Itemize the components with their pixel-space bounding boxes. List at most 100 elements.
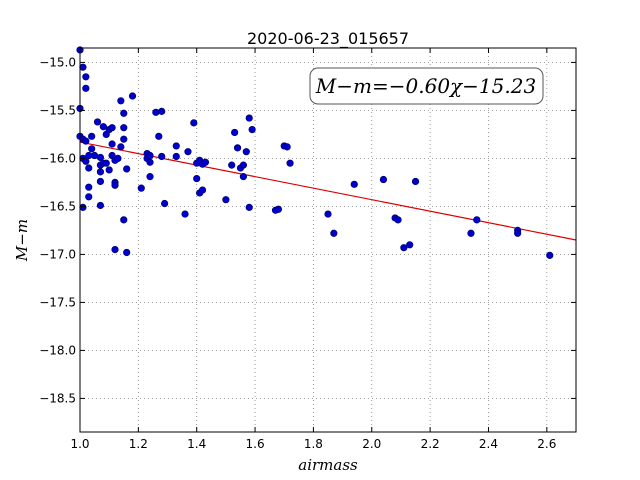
data-point <box>239 161 247 169</box>
data-point <box>231 128 239 137</box>
data-point <box>111 246 119 254</box>
x-tick-label: 1.2 <box>129 437 148 451</box>
x-tick-label: 2.0 <box>362 437 381 451</box>
data-point <box>152 108 160 116</box>
annotation-text: M−m=−0.60χ−15.23 <box>315 74 536 98</box>
fit-annotation: M−m=−0.60χ−15.23 <box>309 67 544 105</box>
data-point <box>108 124 116 132</box>
y-tick-label: −15.0 <box>39 55 76 69</box>
data-point <box>172 142 180 150</box>
data-point <box>467 229 475 237</box>
data-point <box>158 107 166 115</box>
data-point <box>117 97 125 105</box>
data-point <box>123 165 131 173</box>
data-point <box>190 119 198 127</box>
data-point <box>158 152 166 161</box>
y-axis-label: M−m <box>13 219 31 262</box>
data-point <box>79 203 87 211</box>
y-tick-label: −17.0 <box>39 247 76 261</box>
data-point <box>111 181 119 189</box>
data-point <box>128 92 137 100</box>
data-point <box>184 148 192 156</box>
x-tick-label: 2.6 <box>537 437 556 451</box>
data-point <box>96 153 105 162</box>
data-point <box>330 229 338 237</box>
data-point <box>146 173 154 181</box>
data-point <box>117 143 125 151</box>
data-point <box>85 193 93 201</box>
data-point <box>120 216 128 224</box>
data-point <box>248 126 256 134</box>
x-tick-label: 1.0 <box>70 437 89 451</box>
data-point <box>96 168 105 176</box>
y-tick-label: −15.5 <box>39 103 76 117</box>
data-point <box>82 137 90 145</box>
data-point <box>324 210 332 218</box>
data-point <box>245 114 253 122</box>
data-point <box>85 183 93 191</box>
data-point <box>283 143 291 151</box>
data-point <box>473 216 481 224</box>
y-tick-label: −18.5 <box>39 391 76 405</box>
x-axis: 1.0 1.2 1.4 1.6 1.8 2.0 2.2 2.4 2.6 <box>70 48 556 451</box>
data-point <box>193 174 201 183</box>
data-point <box>411 177 420 186</box>
chart-title: 2020-06-23_015657 <box>247 29 409 49</box>
data-point <box>120 124 128 132</box>
data-point <box>181 210 189 218</box>
data-point <box>146 158 154 166</box>
x-tick-label: 2.2 <box>421 437 440 451</box>
x-tick-label: 2.4 <box>479 437 498 451</box>
data-point <box>201 158 210 166</box>
data-point <box>155 132 163 140</box>
data-point <box>108 140 116 148</box>
data-point <box>88 132 96 140</box>
data-point <box>146 151 154 160</box>
data-point <box>228 161 236 169</box>
data-point <box>394 216 402 224</box>
data-point <box>85 164 93 172</box>
data-point <box>239 173 247 181</box>
data-point <box>93 118 102 126</box>
data-point <box>379 175 388 184</box>
x-axis-label: airmass <box>298 456 358 474</box>
data-point <box>105 166 113 174</box>
data-point <box>99 123 107 131</box>
data-point <box>350 180 358 188</box>
data-point <box>123 248 131 257</box>
x-tick-label: 1.4 <box>187 437 206 451</box>
data-point <box>242 148 250 156</box>
data-point <box>198 186 207 194</box>
data-point <box>114 154 122 162</box>
data-point <box>79 63 87 71</box>
y-axis: −15.0 −15.5 −16.0 −16.5 −17.0 −17.5 −18.0 −18.5 <box>39 55 576 405</box>
data-point <box>120 135 128 143</box>
data-point <box>82 84 90 92</box>
data-point <box>400 244 408 252</box>
data-point <box>137 184 145 192</box>
data-point <box>88 145 96 153</box>
y-tick-label: −16.5 <box>39 199 76 213</box>
data-point <box>245 203 253 211</box>
data-point <box>96 177 105 186</box>
data-point <box>274 205 283 213</box>
annotation-box <box>309 67 544 105</box>
data-point <box>222 196 230 204</box>
y-tick-label: −18.0 <box>39 343 76 357</box>
data-point <box>96 201 105 210</box>
data-point <box>82 73 90 81</box>
data-point <box>514 229 522 237</box>
scatter-points <box>76 46 554 259</box>
data-point <box>82 157 90 165</box>
plot-frame <box>79 47 577 433</box>
data-point <box>546 251 554 259</box>
data-point <box>233 144 242 152</box>
data-point <box>120 109 128 117</box>
grid <box>79 48 576 432</box>
data-point <box>161 199 169 208</box>
plot-area <box>80 48 576 432</box>
y-tick-label: −17.5 <box>39 295 76 309</box>
data-point <box>172 152 180 161</box>
data-point <box>102 159 110 167</box>
